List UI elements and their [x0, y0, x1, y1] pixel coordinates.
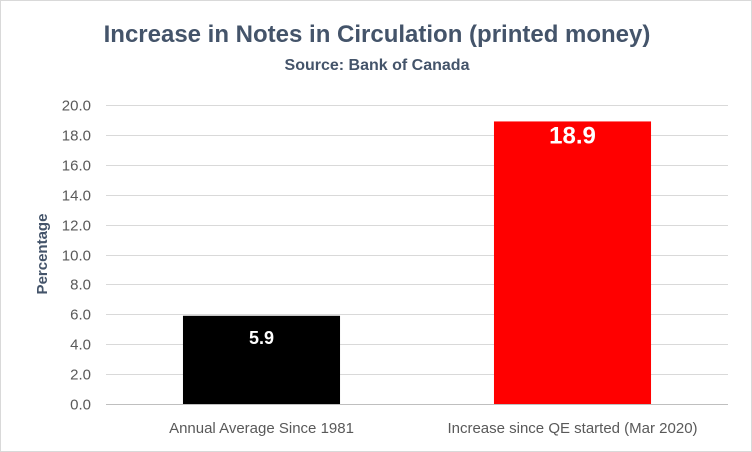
y-tick-label: 6.0	[70, 307, 91, 324]
chart-subtitle: Source: Bank of Canada	[284, 57, 470, 74]
y-tick-label: 2.0	[70, 367, 91, 384]
y-tick-label: 14.0	[62, 188, 91, 205]
x-category-label: Annual Average Since 1981	[169, 420, 354, 437]
bar	[493, 121, 652, 404]
bar	[182, 315, 341, 404]
y-tick-label: 0.0	[70, 397, 91, 414]
data-label: 18.9	[549, 122, 596, 149]
y-tick-label: 4.0	[70, 337, 91, 354]
x-category-label: Increase since QE started (Mar 2020)	[447, 420, 697, 437]
y-tick-label: 8.0	[70, 277, 91, 294]
y-tick-label: 18.0	[62, 128, 91, 145]
chart-title: Increase in Notes in Circulation (printe…	[103, 21, 651, 48]
y-axis-label: Percentage	[34, 214, 51, 295]
y-tick-label: 20.0	[62, 98, 91, 115]
y-tick-label: 10.0	[62, 248, 91, 265]
data-label: 5.9	[249, 328, 274, 348]
y-tick-label: 16.0	[62, 158, 91, 175]
y-tick-label: 12.0	[62, 218, 91, 235]
